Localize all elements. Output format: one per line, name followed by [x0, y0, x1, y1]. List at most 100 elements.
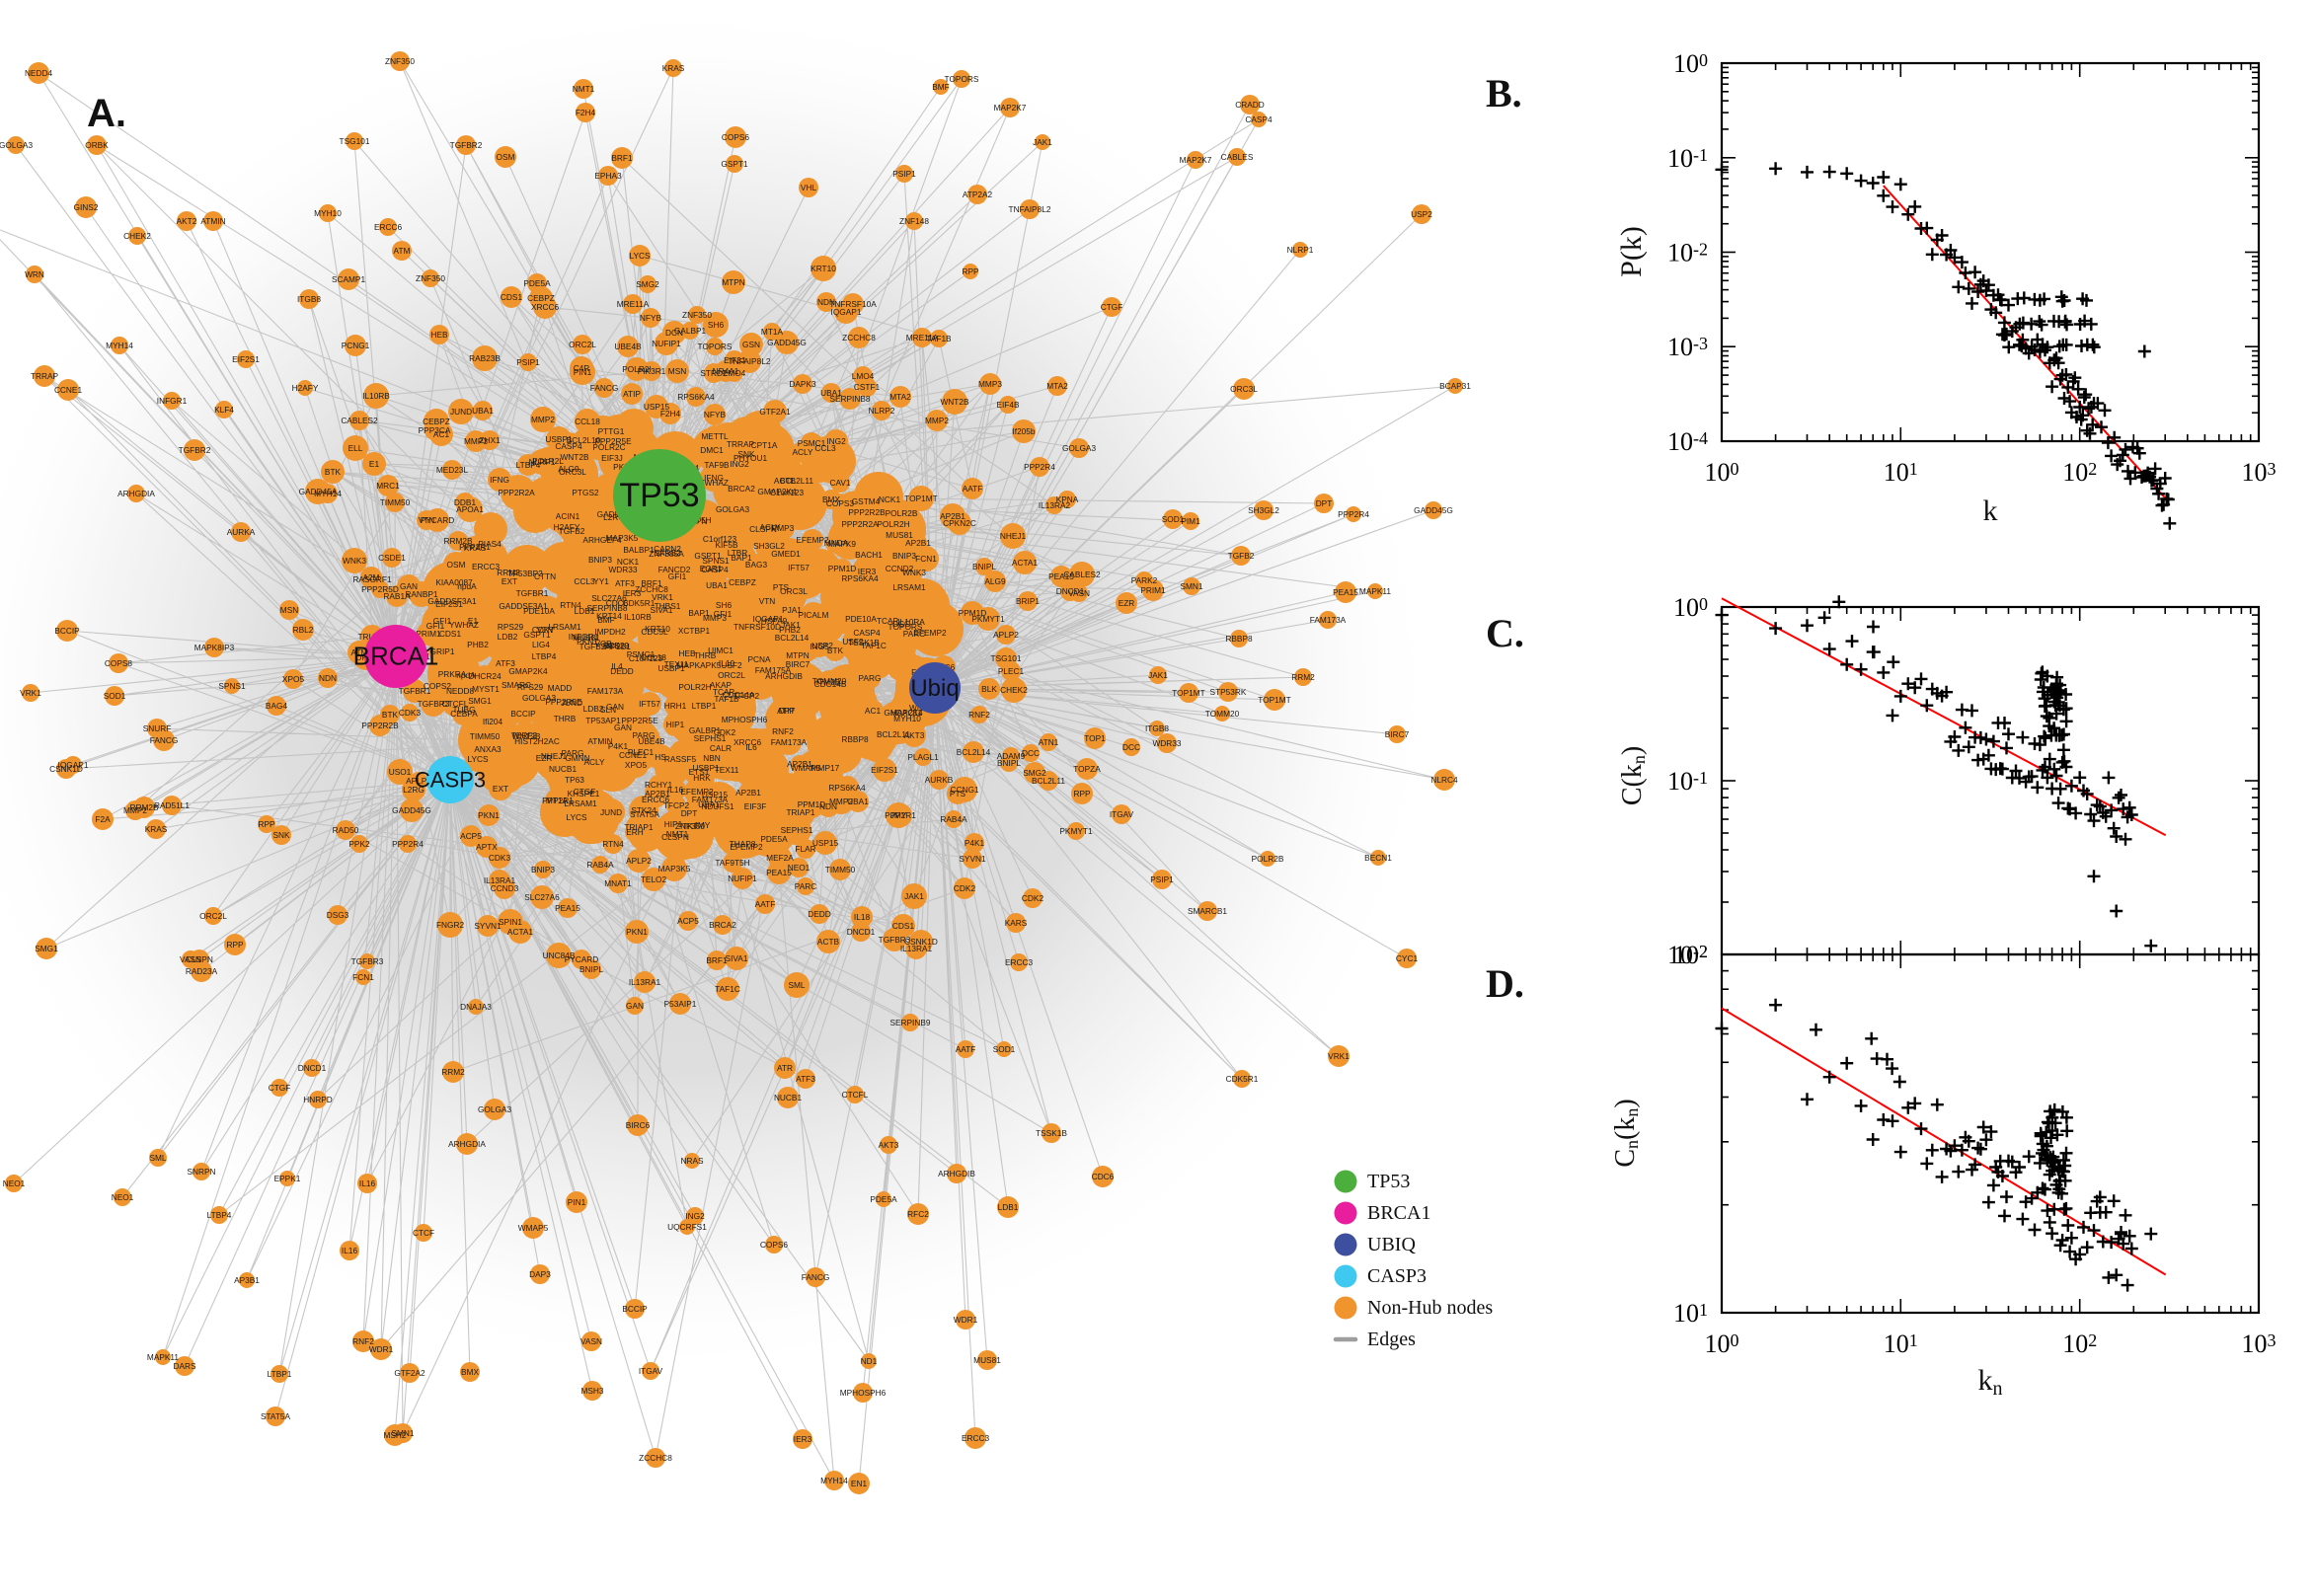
svg-text:HIP1: HIP1 [664, 819, 683, 829]
svg-text:NDN: NDN [319, 673, 337, 683]
svg-text:NHEJ1: NHEJ1 [1000, 531, 1027, 541]
svg-text:CDK2: CDK2 [1022, 893, 1044, 903]
svg-text:JUND: JUND [600, 807, 622, 817]
svg-text:CCNE1: CCNE1 [619, 750, 648, 760]
svg-text:EIF2S1: EIF2S1 [232, 354, 260, 364]
svg-text:PCNA: PCNA [747, 654, 771, 664]
svg-text:BMF: BMF [597, 615, 615, 625]
svg-text:UBA1: UBA1 [706, 580, 728, 590]
svg-text:PPP2R2A: PPP2R2A [841, 519, 879, 529]
svg-text:ORC2L: ORC2L [569, 340, 596, 349]
svg-text:BCCIP: BCCIP [510, 709, 536, 719]
svg-text:ATR: ATR [777, 1063, 793, 1073]
svg-text:F2H4: F2H4 [576, 108, 596, 117]
svg-text:WNK3: WNK3 [902, 568, 926, 577]
svg-text:UQCRFS1: UQCRFS1 [667, 1222, 707, 1232]
svg-text:SNRPN: SNRPN [187, 1167, 215, 1177]
svg-text:PPP2R4: PPP2R4 [1024, 462, 1055, 472]
svg-text:ZNF350: ZNF350 [416, 273, 445, 283]
svg-text:ZNF350: ZNF350 [682, 310, 712, 320]
svg-text:TGFBR3: TGFBR3 [418, 699, 450, 709]
svg-text:LDB2: LDB2 [498, 632, 518, 642]
svg-text:PYCARD: PYCARD [421, 515, 455, 525]
svg-text:TNFAIP8L2: TNFAIP8L2 [1009, 204, 1051, 214]
svg-text:GMED1: GMED1 [771, 549, 801, 559]
svg-text:IQGAP1: IQGAP1 [831, 307, 862, 317]
svg-text:PPP2R5D: PPP2R5D [361, 584, 399, 594]
svg-text:UBIQ: UBIQ [1367, 1234, 1416, 1255]
svg-text:TGFB2: TGFB2 [559, 526, 585, 536]
svg-text:AP3B1: AP3B1 [234, 1275, 260, 1285]
svg-text:CYC1: CYC1 [1396, 953, 1419, 963]
svg-text:LDB1: LDB1 [998, 1202, 1019, 1212]
svg-text:CDC6: CDC6 [1092, 1172, 1115, 1181]
svg-text:BRCA1: BRCA1 [353, 642, 439, 671]
svg-text:ORBK: ORBK [85, 140, 109, 150]
svg-text:CASP4: CASP4 [853, 628, 881, 638]
svg-text:JMY: JMY [890, 810, 907, 820]
svg-text:MPHOSPH6: MPHOSPH6 [840, 1388, 887, 1398]
svg-text:SERPINB8: SERPINB8 [829, 394, 870, 404]
svg-text:JMY: JMY [694, 820, 711, 830]
svg-text:USO1: USO1 [389, 767, 412, 777]
svg-text:DCN: DCN [665, 328, 683, 338]
svg-text:RRM2: RRM2 [1291, 672, 1315, 682]
svg-text:APLP2: APLP2 [626, 856, 652, 866]
svg-text:PIK3R1: PIK3R1 [638, 366, 666, 376]
svg-text:PDE10A: PDE10A [845, 614, 877, 624]
svg-text:ND1: ND1 [861, 1356, 878, 1366]
svg-text:NEO1: NEO1 [112, 1192, 134, 1202]
svg-text:FANCG: FANCG [150, 735, 179, 745]
svg-text:AP2B1: AP2B1 [905, 538, 931, 548]
svg-text:EPPK1: EPPK1 [274, 1174, 301, 1183]
svg-text:MMP2: MMP2 [531, 415, 555, 424]
svg-text:BRIP1: BRIP1 [1016, 596, 1040, 606]
svg-text:NCK1: NCK1 [617, 557, 640, 567]
svg-text:KRT10: KRT10 [645, 624, 670, 634]
svg-text:GADD45G: GADD45G [1414, 505, 1453, 515]
svg-text:AC1: AC1 [865, 706, 882, 716]
svg-text:VRK1: VRK1 [652, 592, 673, 602]
svg-text:GAN: GAN [606, 702, 624, 712]
svg-text:USP15: USP15 [702, 790, 729, 799]
svg-text:EIF4B: EIF4B [996, 400, 1020, 410]
svg-text:BRCA2: BRCA2 [709, 920, 736, 930]
svg-text:NMT1: NMT1 [573, 84, 595, 94]
svg-text:RASSF5: RASSF5 [664, 754, 697, 764]
svg-text:RRM2B: RRM2B [443, 536, 473, 546]
svg-text:JAK1: JAK1 [1148, 670, 1168, 680]
svg-text:TAF9T5H: TAF9T5H [715, 858, 749, 868]
svg-text:MSN: MSN [280, 605, 298, 615]
svg-text:AP2B1: AP2B1 [645, 789, 670, 798]
svg-text:TRIAP1: TRIAP1 [624, 822, 653, 832]
svg-text:MADD: MADD [548, 683, 572, 693]
svg-text:P53AIP1: P53AIP1 [664, 999, 697, 1009]
svg-text:WRN: WRN [25, 269, 44, 279]
svg-text:MAPK8IP3: MAPK8IP3 [194, 643, 235, 652]
svg-text:AP2B1: AP2B1 [940, 511, 965, 521]
svg-text:HRH1: HRH1 [664, 701, 687, 711]
svg-text:DPT: DPT [1316, 498, 1333, 508]
svg-text:PTTG1: PTTG1 [598, 426, 625, 436]
svg-text:DAPK3: DAPK3 [789, 379, 816, 389]
svg-text:BCL2L14: BCL2L14 [957, 747, 991, 757]
svg-text:HS: HS [655, 752, 666, 762]
svg-text:SYVN1: SYVN1 [474, 921, 502, 931]
svg-text:KARS: KARS [1005, 918, 1028, 928]
svg-text:IL16: IL16 [342, 1246, 358, 1255]
svg-text:DCC: DCC [1122, 742, 1140, 752]
svg-text:PSIP1: PSIP1 [1150, 874, 1174, 884]
svg-text:NBN: NBN [703, 753, 721, 763]
svg-text:LYCS: LYCS [629, 251, 651, 261]
svg-text:PARG: PARG [562, 748, 584, 758]
svg-text:TFCP2: TFCP2 [733, 691, 760, 701]
svg-text:NFYB: NFYB [640, 313, 662, 323]
svg-text:RPP: RPP [1073, 789, 1091, 798]
svg-text:ZNF385A: ZNF385A [649, 549, 684, 559]
svg-text:GMAP2K4: GMAP2K4 [757, 487, 797, 496]
svg-text:DAP3: DAP3 [529, 1269, 551, 1279]
svg-text:CABLES2: CABLES2 [341, 416, 378, 425]
svg-text:AATF: AATF [963, 484, 983, 494]
svg-text:BAG4: BAG4 [266, 701, 288, 711]
svg-text:BTK: BTK [382, 710, 399, 720]
